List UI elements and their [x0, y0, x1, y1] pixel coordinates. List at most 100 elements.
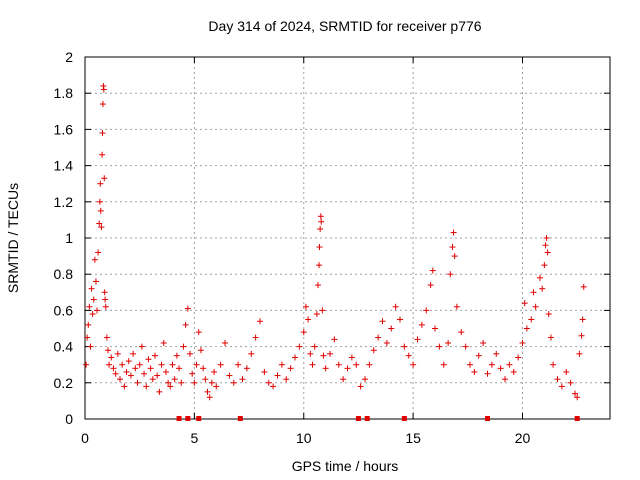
data-point [388, 325, 395, 332]
data-point [176, 365, 183, 372]
data-point [90, 296, 97, 303]
data-point [110, 365, 117, 372]
data-point [101, 175, 108, 182]
data-point [274, 372, 281, 379]
y-tick-label: 1.2 [54, 194, 74, 210]
data-point [165, 379, 172, 386]
data-point [162, 368, 169, 375]
data-point [296, 343, 303, 350]
data-point [300, 329, 307, 336]
data-point [112, 370, 119, 377]
data-point [91, 256, 98, 263]
data-point [134, 379, 141, 386]
data-point [182, 321, 189, 328]
data-point [317, 213, 324, 220]
data-point [429, 267, 436, 274]
data-point [484, 370, 491, 377]
data-point [471, 368, 478, 375]
data-point [532, 303, 539, 310]
data-point [187, 350, 193, 357]
data-point [392, 303, 399, 310]
data-point [132, 365, 139, 372]
data-point [542, 242, 549, 249]
data-point [558, 383, 565, 390]
zero-marker [176, 416, 182, 421]
y-tick-label: 1.6 [54, 121, 74, 137]
data-point [114, 350, 121, 357]
data-point [99, 130, 106, 137]
data-point [567, 379, 574, 386]
data-point [252, 334, 259, 341]
data-point [450, 229, 457, 236]
data-point [189, 370, 196, 377]
data-point [418, 321, 425, 328]
x-tick-label: 15 [405, 430, 421, 446]
data-point [83, 361, 90, 368]
x-tick-label: 10 [296, 430, 312, 446]
data-point [239, 376, 246, 383]
data-point [95, 249, 102, 256]
data-point [99, 101, 106, 108]
data-point [217, 361, 224, 368]
data-point [530, 289, 537, 296]
data-point [193, 361, 200, 368]
data-point [180, 343, 187, 350]
data-point [316, 262, 323, 269]
data-point [316, 244, 323, 251]
data-point [432, 325, 438, 332]
axis-ticks: 00.20.40.60.811.21.41.61.820 5 10 15 20 [54, 49, 610, 446]
data-point [401, 343, 408, 350]
data-point [572, 390, 578, 397]
data-point [85, 321, 92, 328]
data-point [311, 343, 318, 350]
data-point [554, 376, 561, 383]
zero-marker [185, 416, 191, 421]
x-tick-label: 5 [190, 430, 198, 446]
data-point [226, 372, 233, 379]
data-point [97, 180, 104, 187]
data-point [488, 361, 495, 368]
data-point [510, 368, 517, 375]
data-point [84, 334, 91, 341]
data-point [158, 361, 165, 368]
data-point [335, 361, 342, 368]
data-point [467, 361, 473, 368]
data-point [160, 339, 167, 346]
data-point [270, 383, 277, 390]
data-point [89, 311, 96, 318]
grid-lines [85, 57, 610, 419]
data-point [447, 271, 454, 278]
data-point [523, 325, 530, 332]
data-point [305, 316, 312, 323]
zero-marker [237, 416, 243, 421]
data-point [563, 368, 570, 375]
data-point [141, 370, 148, 377]
data-point [357, 383, 364, 390]
x-tick-label: 0 [81, 430, 89, 446]
zero-marker [196, 416, 202, 421]
data-point [211, 368, 218, 375]
data-point [436, 343, 443, 350]
data-point [327, 350, 333, 357]
data-points [83, 82, 587, 401]
data-point [101, 289, 108, 296]
data-point [362, 376, 368, 383]
data-point [230, 379, 237, 386]
data-point [449, 244, 456, 251]
data-point [427, 282, 434, 289]
data-point [423, 307, 430, 314]
data-point [545, 311, 552, 318]
data-point [169, 361, 176, 368]
data-point [475, 352, 482, 359]
data-point [265, 379, 272, 386]
data-point [320, 352, 327, 359]
data-point [147, 365, 154, 372]
data-point [309, 361, 316, 368]
data-point [200, 365, 207, 372]
data-point [154, 372, 161, 379]
y-tick-label: 1 [65, 230, 73, 246]
data-point [143, 383, 150, 390]
chart-title: Day 314 of 2024, SRMTID for receiver p77… [208, 18, 481, 34]
data-point [96, 198, 103, 205]
